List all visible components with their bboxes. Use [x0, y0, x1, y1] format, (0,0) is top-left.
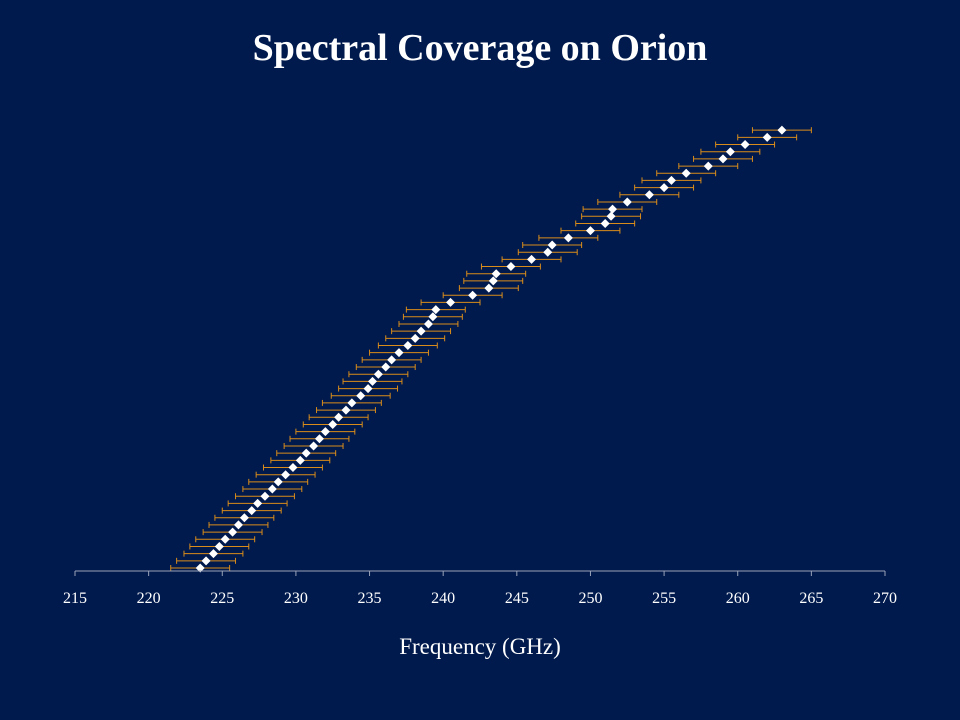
data-point-marker — [347, 398, 357, 408]
data-point-marker — [267, 484, 277, 494]
data-point-marker — [527, 254, 537, 264]
data-point-marker — [428, 312, 438, 322]
data-point-marker — [281, 470, 291, 480]
data-point-marker — [387, 355, 397, 365]
data-point-marker — [381, 362, 391, 372]
data-point-marker — [233, 520, 243, 530]
data-point-marker — [410, 333, 420, 343]
data-point-marker — [644, 190, 654, 200]
data-point-marker — [777, 125, 787, 135]
data-point-marker — [446, 297, 456, 307]
data-point-marker — [356, 391, 366, 401]
data-point-marker — [703, 161, 713, 171]
data-point-marker — [606, 211, 616, 221]
data-point-marker — [195, 563, 205, 573]
x-tick-label: 245 — [505, 590, 529, 607]
data-point-marker — [468, 290, 478, 300]
data-point-marker — [491, 269, 501, 279]
chart-title: Spectral Coverage on Orion — [252, 27, 708, 69]
data-point-marker — [367, 376, 377, 386]
data-point-marker — [563, 233, 573, 243]
data-point-marker — [334, 412, 344, 422]
data-point-marker — [373, 369, 383, 379]
x-tick-label: 260 — [726, 590, 750, 607]
x-tick-label: 250 — [578, 590, 602, 607]
data-point-marker — [394, 348, 404, 358]
data-point-marker — [608, 204, 618, 214]
x-tick-label: 265 — [799, 590, 823, 607]
data-point-marker — [295, 455, 305, 465]
data-point-marker — [725, 147, 735, 157]
data-point-marker — [314, 434, 324, 444]
data-point-marker — [201, 556, 211, 566]
data-point-marker — [220, 534, 230, 544]
data-point-marker — [309, 441, 319, 451]
data-point-marker — [547, 240, 557, 250]
data-point-marker — [301, 448, 311, 458]
data-point-marker — [341, 405, 351, 415]
data-point-marker — [228, 527, 238, 537]
x-axis-ticks: 215 220 225 230 235 240 245 250 255 260 265 270 — [63, 571, 897, 607]
data-point-marker — [506, 262, 516, 272]
data-point-marker — [273, 477, 283, 487]
data-point-marker — [214, 541, 224, 551]
data-point-marker — [622, 197, 632, 207]
data-point-marker — [320, 427, 330, 437]
x-tick-label: 220 — [137, 590, 161, 607]
data-point-marker — [681, 168, 691, 178]
x-tick-label: 215 — [63, 590, 87, 607]
error-bars-layer — [170, 127, 812, 571]
x-tick-label: 235 — [358, 590, 382, 607]
data-point-marker — [718, 154, 728, 164]
data-point-marker — [260, 491, 270, 501]
data-point-marker — [328, 419, 338, 429]
data-point-marker — [659, 183, 669, 193]
data-point-marker — [239, 513, 249, 523]
data-point-marker — [423, 319, 433, 329]
x-tick-label: 270 — [873, 590, 897, 607]
data-point-marker — [363, 384, 373, 394]
x-tick-label: 255 — [652, 590, 676, 607]
markers-layer — [195, 125, 787, 573]
data-point-marker — [600, 218, 610, 228]
data-point-marker — [740, 140, 750, 150]
data-point-marker — [288, 463, 298, 473]
x-tick-label: 240 — [431, 590, 455, 607]
data-point-marker — [543, 247, 553, 257]
data-point-marker — [666, 175, 676, 185]
data-point-marker — [416, 326, 426, 336]
data-point-marker — [253, 498, 263, 508]
data-point-marker — [431, 305, 441, 315]
x-tick-label: 230 — [284, 590, 308, 607]
data-point-marker — [208, 549, 218, 559]
x-axis-label: Frequency (GHz) — [399, 634, 561, 659]
data-point-marker — [488, 276, 498, 286]
data-point-marker — [762, 132, 772, 142]
data-point-marker — [585, 226, 595, 236]
data-point-marker — [403, 341, 413, 350]
x-tick-label: 225 — [210, 590, 234, 607]
data-point-marker — [247, 506, 257, 516]
data-point-marker — [484, 283, 494, 293]
